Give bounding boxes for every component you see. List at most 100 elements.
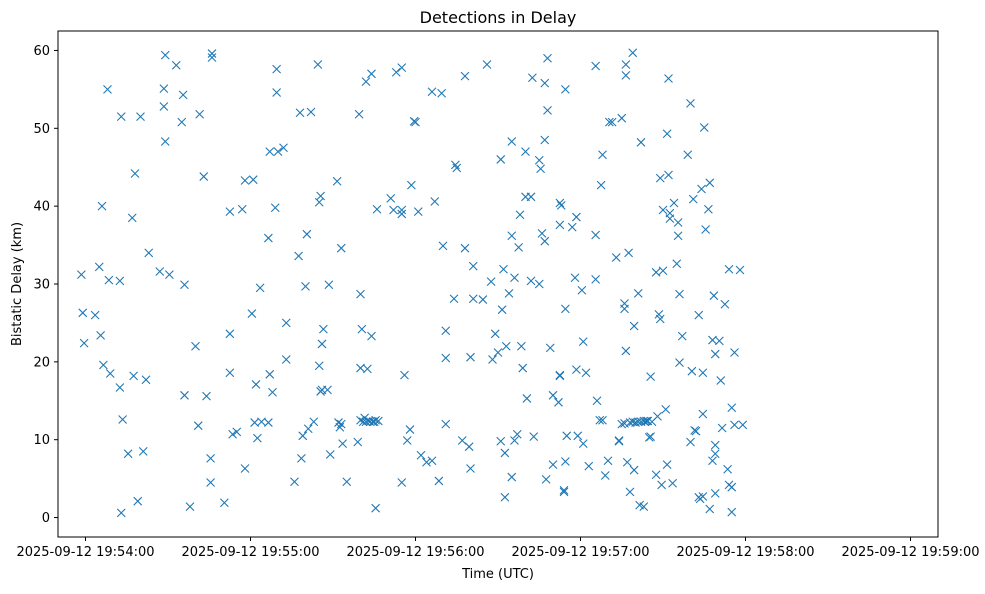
data-point-marker <box>534 155 544 165</box>
marker-stroke <box>468 294 478 304</box>
marker-stroke <box>334 418 343 427</box>
marker-stroke <box>248 175 258 185</box>
marker-stroke <box>703 204 713 214</box>
data-point-marker <box>543 53 552 63</box>
data-point-marker <box>450 160 460 170</box>
marker-stroke <box>191 341 200 351</box>
marker-stroke <box>636 417 646 427</box>
data-point-marker <box>265 147 275 157</box>
data-point-marker <box>600 471 610 480</box>
marker-stroke <box>500 448 510 458</box>
data-point-marker <box>653 411 662 421</box>
marker-stroke <box>155 267 165 276</box>
marker-stroke <box>559 487 569 497</box>
data-point-marker <box>265 369 275 379</box>
data-point-marker <box>105 369 115 378</box>
y-tick-label: 30 <box>33 278 50 293</box>
data-point-marker <box>397 63 407 72</box>
marker-stroke <box>560 84 570 94</box>
marker-stroke <box>144 248 154 258</box>
marker-stroke <box>635 500 645 510</box>
marker-stroke <box>688 194 698 204</box>
marker-stroke <box>468 261 478 271</box>
marker-stroke <box>313 60 323 69</box>
marker-stroke <box>661 404 671 414</box>
marker-stroke <box>160 50 170 60</box>
marker-stroke <box>323 385 332 395</box>
marker-stroke <box>272 64 282 74</box>
data-point-marker <box>543 106 552 115</box>
data-point-marker <box>529 432 539 441</box>
data-point-marker <box>604 117 614 127</box>
marker-stroke <box>365 417 375 427</box>
data-point-marker <box>571 365 581 375</box>
marker-stroke <box>90 310 100 320</box>
marker-stroke <box>118 415 128 424</box>
marker-stroke <box>697 184 706 194</box>
data-point-marker <box>598 415 607 425</box>
data-point-marker <box>691 426 701 436</box>
data-point-marker <box>510 436 519 445</box>
marker-stroke <box>724 264 734 274</box>
marker-stroke <box>361 417 371 427</box>
data-point-marker <box>466 464 475 473</box>
marker-stroke <box>501 341 511 351</box>
data-point-marker <box>309 417 319 427</box>
marker-stroke <box>701 225 711 234</box>
marker-stroke <box>664 170 673 180</box>
data-point-marker <box>301 281 310 291</box>
data-point-marker <box>651 267 661 277</box>
marker-stroke <box>449 294 459 304</box>
marker-stroke <box>673 231 683 241</box>
data-point-marker <box>507 231 517 241</box>
data-point-marker <box>272 64 282 74</box>
marker-stroke <box>115 383 125 392</box>
data-point-marker <box>727 403 737 413</box>
data-point-marker <box>247 309 257 318</box>
marker-stroke <box>708 456 717 466</box>
marker-stroke <box>516 341 526 351</box>
data-point-marker <box>591 230 601 240</box>
data-point-marker <box>686 437 695 447</box>
marker-stroke <box>596 180 606 190</box>
marker-stroke <box>411 117 420 127</box>
marker-stroke <box>621 60 631 69</box>
marker-stroke <box>499 264 508 274</box>
marker-stroke <box>570 273 580 283</box>
data-point-marker <box>510 273 519 283</box>
data-point-marker <box>199 172 209 181</box>
data-point-marker <box>460 71 470 81</box>
marker-stroke <box>730 420 739 430</box>
data-point-marker <box>651 470 661 480</box>
marker-stroke <box>543 53 552 63</box>
marker-stroke <box>159 102 169 111</box>
data-point-marker <box>97 201 107 211</box>
marker-stroke <box>250 418 260 427</box>
marker-stroke <box>646 372 656 382</box>
data-point-marker <box>714 336 724 346</box>
data-point-marker <box>303 424 313 434</box>
marker-stroke <box>171 60 181 70</box>
marker-stroke <box>437 88 447 98</box>
marker-stroke <box>324 280 334 290</box>
marker-stroke <box>677 331 687 341</box>
data-point-marker <box>573 431 583 441</box>
data-point-marker <box>219 498 229 508</box>
marker-stroke <box>178 90 188 100</box>
marker-stroke <box>675 289 684 299</box>
x-tick-label: 2025-09-12 19:55:00 <box>181 545 319 560</box>
marker-stroke <box>486 277 496 287</box>
data-point-marker <box>591 61 601 71</box>
marker-stroke <box>290 477 299 487</box>
marker-stroke <box>225 368 235 378</box>
data-point-marker <box>646 432 656 441</box>
marker-stroke <box>699 123 709 132</box>
marker-stroke <box>240 176 250 185</box>
data-point-marker <box>361 77 371 86</box>
chart-title: Detections in Delay <box>420 8 577 27</box>
data-point-marker <box>720 299 730 309</box>
marker-stroke <box>265 369 275 379</box>
data-point-marker <box>240 176 250 185</box>
marker-stroke <box>675 358 684 368</box>
